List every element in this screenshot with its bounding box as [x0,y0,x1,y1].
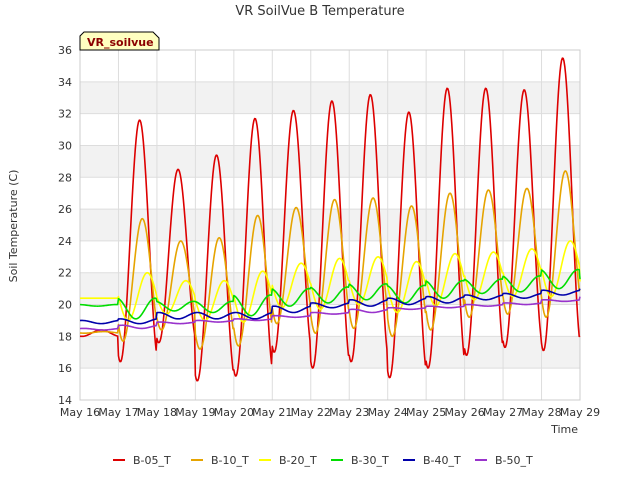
y-tick-label: 30 [58,139,72,152]
y-tick-label: 34 [58,76,72,89]
y-tick-label: 14 [58,394,72,407]
plot-band [80,368,580,400]
station-badge: VR_soilvue [79,31,160,51]
series-line-b-50-t [79,296,581,331]
y-tick-label: 26 [58,203,72,216]
y-tick-label: 36 [58,44,72,57]
legend-label: B-30_T [351,454,389,467]
x-tick-label: May 27 [483,406,523,419]
series-line-b-10-t [79,170,581,350]
station-badge-label: VR_soilvue [87,36,154,49]
legend-label: B-05_T [133,454,171,467]
series-line-b-05-t [79,57,581,382]
series-lines [79,57,581,382]
plot-band [80,272,580,305]
plot-frame [79,49,581,401]
x-tick-label: May 21 [252,406,292,419]
y-tick-label: 18 [58,330,72,343]
x-axis-label: Time [550,423,578,436]
x-tick-label: May 17 [98,406,138,419]
x-tick-label: May 18 [137,406,177,419]
series-line-b-30-t [79,268,581,320]
x-tick-label: May 22 [291,406,331,419]
legend-label: B-50_T [495,454,533,467]
x-tick-label: May 23 [329,406,369,419]
plot-band [80,336,580,369]
y-tick-label: 20 [58,299,72,312]
y-tick-label: 24 [58,235,72,248]
x-tick-label: May 28 [521,406,561,419]
y-axis-label: Soil Temperature (C) [7,170,20,283]
x-tick-label: May 24 [368,406,408,419]
x-tick-label: May 26 [444,406,484,419]
legend-label: B-40_T [423,454,461,467]
x-tick-label: May 16 [60,406,100,419]
x-tick-label: May 19 [175,406,215,419]
x-tick-label: May 20 [214,406,254,419]
legend-label: B-10_T [211,454,249,467]
x-tick-label: May 25 [406,406,446,419]
plot-band [80,145,580,178]
plot-band [80,240,580,273]
plot-band [80,50,580,82]
chart-title: VR SoilVue B Temperature [235,4,404,19]
y-tick-label: 22 [58,267,72,280]
y-tick-label: 16 [58,362,72,375]
legend-label: B-20_T [279,454,317,467]
series-line-b-20-t [80,240,581,323]
station-badge-shape [79,31,160,51]
series-line-b-40-t [79,288,581,325]
y-axis-ticks: 14 16 18 20 22 24 26 28 30 32 34 36 [58,44,72,407]
x-tick-label: May 29 [560,406,600,419]
y-tick-label: 28 [58,171,72,184]
plot-band [80,113,580,146]
plot-band [80,177,580,210]
legend: B-05_T B-10_T B-20_T B-30_T B-40_T B-50_T [113,454,533,467]
y-tick-label: 32 [58,108,72,121]
